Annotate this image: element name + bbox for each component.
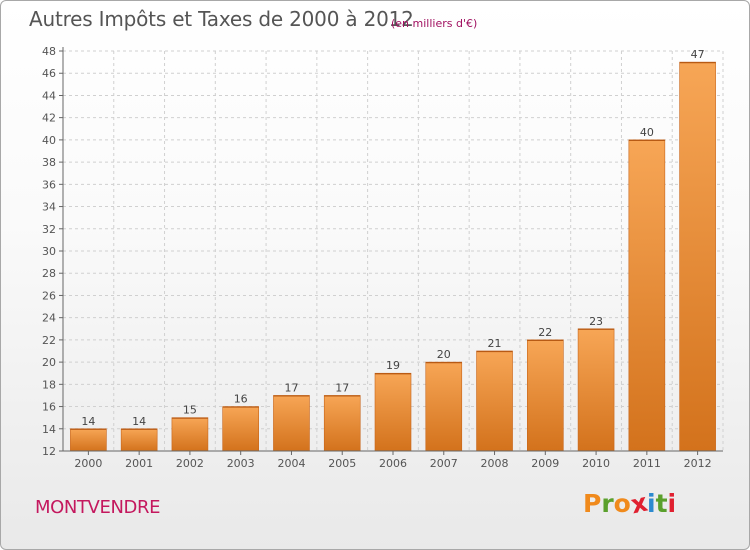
logo-letter: i bbox=[667, 489, 677, 518]
bar bbox=[70, 428, 107, 452]
y-tick-label: 14 bbox=[42, 423, 56, 436]
bar bbox=[273, 395, 310, 452]
data-label: 19 bbox=[386, 359, 400, 372]
bar bbox=[374, 372, 412, 452]
y-tick-label: 28 bbox=[42, 267, 56, 280]
x-tick-label: 2007 bbox=[430, 457, 458, 470]
y-tick-label: 16 bbox=[42, 401, 56, 414]
data-label: 21 bbox=[488, 337, 502, 350]
x-tick-label: 2004 bbox=[277, 457, 305, 470]
bar bbox=[120, 428, 158, 452]
y-tick-label: 18 bbox=[42, 378, 56, 391]
data-label: 22 bbox=[538, 326, 552, 339]
x-tick-label: 2000 bbox=[74, 457, 102, 470]
chart-unit: (en milliers d'€) bbox=[391, 17, 478, 30]
data-label: 17 bbox=[335, 381, 349, 394]
y-tick-label: 38 bbox=[42, 156, 56, 169]
y-tick-label: 26 bbox=[42, 289, 56, 302]
data-label: 15 bbox=[183, 404, 197, 417]
logo-letter: o bbox=[613, 489, 631, 518]
y-tick-label: 36 bbox=[42, 178, 56, 191]
x-tick-label: 2009 bbox=[531, 457, 559, 470]
data-label: 47 bbox=[691, 48, 705, 61]
bar bbox=[222, 406, 259, 452]
bar bbox=[171, 417, 209, 452]
y-tick-label: 42 bbox=[42, 112, 56, 125]
x-tick-label: 2006 bbox=[379, 457, 407, 470]
data-label: 40 bbox=[640, 126, 654, 139]
y-tick-label: 40 bbox=[42, 134, 56, 147]
bar bbox=[527, 339, 564, 452]
y-tick-label: 30 bbox=[42, 245, 56, 258]
logo-letter: i bbox=[647, 489, 656, 518]
x-tick-label: 2010 bbox=[582, 457, 610, 470]
place-name: MONTVENDRE bbox=[35, 497, 161, 518]
x-tick-label: 2002 bbox=[176, 457, 204, 470]
bar bbox=[323, 395, 361, 452]
proxiti-logo: Proxiti bbox=[583, 488, 677, 520]
y-tick-label: 32 bbox=[42, 223, 56, 236]
data-label: 20 bbox=[437, 348, 451, 361]
y-tick-label: 48 bbox=[42, 45, 56, 58]
logo-letter: P bbox=[583, 489, 602, 518]
bar bbox=[476, 350, 513, 452]
logo-letter: r bbox=[601, 489, 614, 518]
y-tick-label: 12 bbox=[42, 445, 56, 458]
bar bbox=[679, 61, 716, 452]
logo-letter: t bbox=[655, 489, 668, 518]
y-tick-label: 24 bbox=[42, 312, 56, 325]
y-tick-label: 46 bbox=[42, 67, 56, 80]
chart-title: Autres Impôts et Taxes de 2000 à 2012 bbox=[29, 7, 414, 31]
x-tick-label: 2005 bbox=[328, 457, 356, 470]
x-tick-label: 2001 bbox=[125, 457, 153, 470]
data-label: 14 bbox=[132, 415, 146, 428]
y-tick-label: 34 bbox=[42, 201, 56, 214]
x-tick-label: 2011 bbox=[633, 457, 661, 470]
bar bbox=[577, 328, 615, 452]
data-label: 17 bbox=[284, 381, 298, 394]
x-tick-label: 2008 bbox=[481, 457, 509, 470]
bar bbox=[425, 361, 463, 452]
y-tick-label: 22 bbox=[42, 334, 56, 347]
x-tick-label: 2012 bbox=[684, 457, 712, 470]
y-tick-label: 44 bbox=[42, 89, 56, 102]
bar bbox=[628, 139, 666, 452]
y-tick-label: 20 bbox=[42, 356, 56, 369]
x-tick-label: 2003 bbox=[227, 457, 255, 470]
data-label: 14 bbox=[81, 415, 95, 428]
data-label: 23 bbox=[589, 315, 603, 328]
data-label: 16 bbox=[234, 393, 248, 406]
